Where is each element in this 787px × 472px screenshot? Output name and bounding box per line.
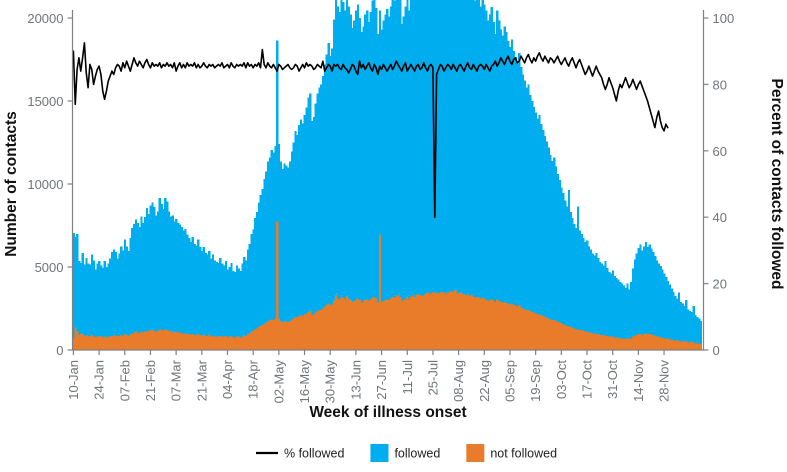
x-axis-tick-label: 07-Feb bbox=[117, 360, 132, 401]
legend: % followed followed not followed bbox=[256, 444, 557, 462]
y-axis-right-tick-label: 40 bbox=[713, 210, 727, 225]
x-axis-tick-label: 30-May bbox=[323, 360, 338, 404]
y-axis-left-tick-label: 0 bbox=[56, 343, 63, 358]
x-axis-tick-label: 13-Jun bbox=[348, 360, 363, 400]
y-axis-right-tick-label: 60 bbox=[713, 144, 727, 159]
x-axis-tick-label: 03-Oct bbox=[554, 360, 569, 399]
x-axis-tick-label: 16-May bbox=[297, 360, 312, 404]
y-axis-left-title: Number of contacts bbox=[3, 111, 20, 257]
legend-label-followed: followed bbox=[394, 447, 440, 461]
percent-followed-line-layer bbox=[72, 42, 669, 218]
y-axis-left-tick-label: 5000 bbox=[35, 260, 64, 275]
x-axis-tick-label: 22-Aug bbox=[477, 360, 492, 402]
x-axis-tick-label: 02-May bbox=[271, 360, 286, 404]
x-axis-tick-label: 04-Apr bbox=[220, 359, 235, 399]
x-axis-tick-label: 27-Jun bbox=[374, 360, 389, 400]
x-axis-tick-label: 21-Feb bbox=[143, 360, 158, 401]
x-axis-tick-label: 14-Nov bbox=[631, 360, 646, 402]
x-axis-tick-label: 21-Mar bbox=[194, 359, 209, 401]
legend-marker-followed bbox=[370, 444, 389, 462]
x-axis-title: Week of illness onset bbox=[309, 404, 466, 421]
legend-label-%-followed: % followed bbox=[284, 447, 344, 461]
line-series-percent-followed bbox=[72, 42, 669, 218]
bar-series-followed bbox=[72, 0, 703, 345]
y-axis-left-tick-label: 20000 bbox=[27, 11, 63, 26]
y-axis-left-tick-label: 15000 bbox=[27, 94, 63, 109]
axes-layer: 0 5000 10000 15000 20000 0 20 40 60 80 100 10-Jan 24… bbox=[3, 10, 785, 421]
x-axis-tick-label: 28-Nov bbox=[657, 360, 672, 402]
x-axis-tick-label: 19-Sep bbox=[528, 360, 543, 402]
y-axis-left-tick-label: 10000 bbox=[27, 177, 63, 192]
x-axis-tick-label: 05-Sep bbox=[502, 360, 517, 402]
x-axis-tick-label: 11-Jul bbox=[400, 360, 415, 395]
x-axis-tick-label: 24-Jan bbox=[92, 360, 107, 400]
x-axis-tick-label: 10-Jan bbox=[66, 360, 81, 400]
x-axis-tick-label: 17-Oct bbox=[580, 360, 595, 399]
x-axis-tick-label: 18-Apr bbox=[246, 359, 261, 399]
y-axis-right-title: Percent of contacts followed bbox=[768, 78, 785, 289]
y-axis-right-tick-label: 20 bbox=[713, 277, 727, 292]
bar-series-not-followed bbox=[72, 221, 704, 350]
legend-marker-not-followed bbox=[466, 444, 485, 462]
y-axis-right-tick-label: 0 bbox=[713, 343, 720, 358]
legend-label-not-followed: not followed bbox=[490, 447, 557, 461]
x-axis-tick-label: 07-Mar bbox=[169, 359, 184, 401]
x-axis-tick-label: 08-Aug bbox=[451, 360, 466, 402]
y-axis-right-tick-label: 80 bbox=[713, 77, 727, 92]
stacked-bars-layer bbox=[72, 0, 704, 350]
x-axis-tick-label: 31-Oct bbox=[605, 360, 620, 399]
x-axis-tick-label: 25-Jul bbox=[425, 360, 440, 396]
y-axis-right-tick-label: 100 bbox=[713, 11, 735, 26]
